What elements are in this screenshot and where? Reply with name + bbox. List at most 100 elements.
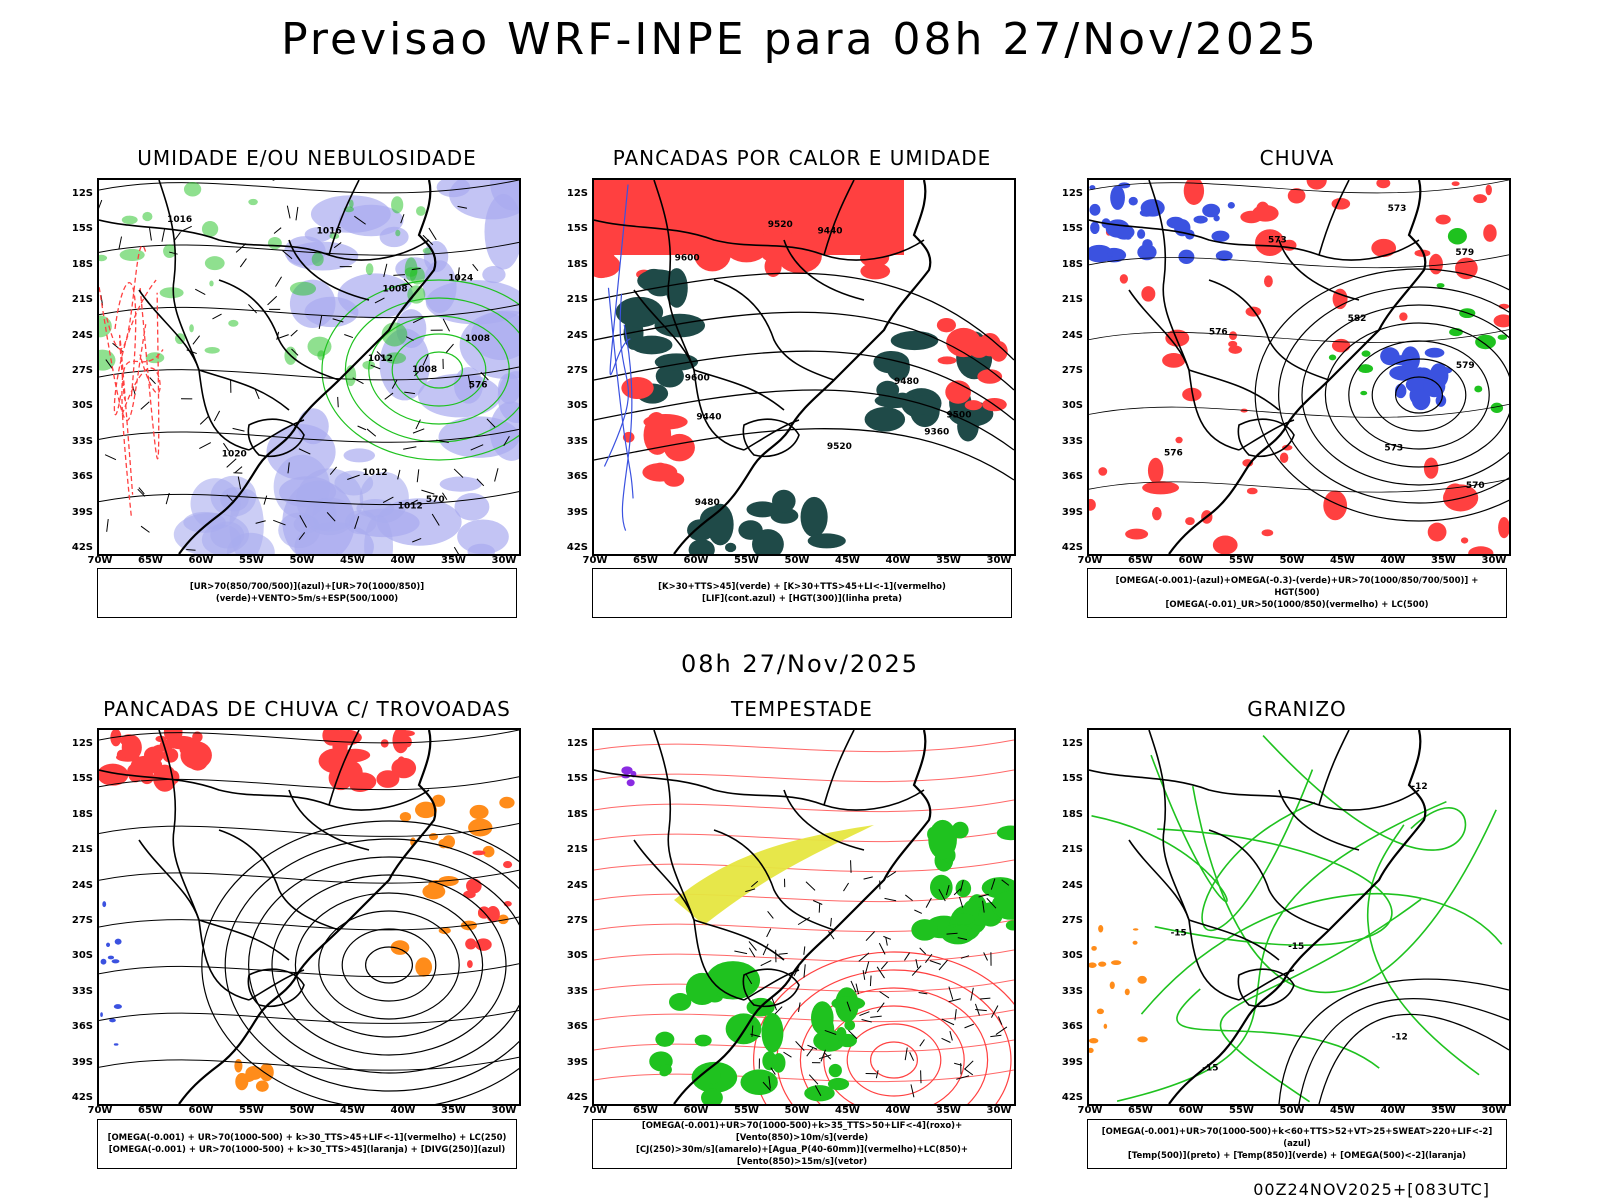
wind-vector [140,401,150,410]
wind-vector [850,860,852,873]
country-border [823,730,855,806]
rain-area [1246,487,1258,495]
wind-vector [295,206,299,221]
humid-area-green [189,324,194,333]
convective-area [688,539,715,554]
lat-label: 15S [1061,223,1083,235]
wind-vector [414,369,421,377]
wind-vector [878,942,886,955]
wind-vector [442,492,448,501]
lon-label: 55W [1229,555,1254,566]
lat-label: 18S [71,808,93,820]
lon-label: 60W [1178,1105,1204,1116]
wind-vector [884,897,897,902]
strong-wind-area [836,1027,847,1041]
rain-area-blue [1089,244,1113,263]
wind-vector [886,871,897,878]
wind-vector [770,1067,776,1075]
rain-area [1165,329,1190,347]
wind-vector [768,1076,771,1089]
wind-vector [149,228,152,241]
lat-label: 12S [1061,738,1083,749]
rain-area-blue [1430,366,1453,375]
wind-vector [960,879,964,892]
humid-area-green [248,198,258,206]
wind-vector [766,928,772,938]
country-border [158,730,200,921]
rain-area-blue [1389,365,1420,381]
contour-label: 1016 [167,215,192,225]
wind-vector [118,236,123,250]
lon-label: 45W [1330,555,1355,566]
wind-vector [762,943,769,956]
humid-area-green [228,319,239,327]
wind-vector [760,960,772,967]
wind-vector [254,388,260,400]
wind-vector [948,998,961,1003]
wind-vector [905,894,913,902]
convective-area [615,296,664,328]
wind-vector [745,888,756,893]
thickness-line [139,288,160,460]
wind-vector [267,295,278,306]
omega-area [1098,924,1104,933]
rain-area-green [1361,350,1371,357]
streamline [1301,304,1509,486]
humid-area-green [365,263,374,276]
rain-area [1306,180,1327,190]
country-border [198,369,290,411]
humid-area-green [391,196,404,214]
wind-vector [393,274,405,276]
country-border [783,239,865,301]
wind-vector [797,1002,801,1012]
wind-vector [978,893,989,898]
temp500-contour [1318,1013,1509,1104]
lifted-index-contour [607,287,634,499]
humidity-area [482,266,506,284]
country-border [288,239,370,301]
wind-vector [964,1023,975,1029]
wind-vector [453,468,464,478]
country-border [158,180,200,371]
strong-wind-area [831,996,866,1011]
rain-area [1371,238,1397,258]
lat-label: 27S [566,365,588,376]
rain-area-blue [1215,250,1233,262]
shower-area [422,883,446,900]
country-border [1238,969,1295,1001]
map-canvas: 9600 9500 9600 9520 9520 9480 9440 9440 9480 9360 [594,180,1014,554]
rain-area-blue [1137,229,1146,239]
flow-line [1089,180,1509,194]
lat-label: 33S [71,435,93,447]
wind-vector [255,520,266,524]
instability-area [977,369,1003,384]
streamline [415,351,464,389]
country-border [1278,789,1360,851]
panel-title-granizo: GRANIZO [1247,697,1347,721]
convective-area [772,489,796,513]
instability-area [663,433,695,462]
strong-wind-area [811,1001,834,1035]
streamline [248,856,519,1074]
rain-area-green [1490,402,1504,414]
omega-area [1091,945,1097,951]
humidity-area [459,310,519,380]
shower-area [399,812,412,822]
humidity-area [497,373,519,405]
temp850-contour [1219,898,1422,1103]
temp850-contour [1116,800,1447,1102]
contour-label: 1020 [222,449,247,459]
contour-label: 9480 [695,498,720,508]
country-border [1128,289,1240,451]
lat-label: 42S [71,542,93,553]
wind-vector [472,263,479,272]
thunderstorm-area [380,739,389,748]
lon-label: 30W [986,555,1012,566]
lon-label: 50W [1279,1105,1305,1116]
wind-vector [237,476,242,490]
lat-label: 30S [1061,400,1083,412]
lat-label: 39S [71,506,93,518]
strong-wind-area [701,1088,723,1104]
legend-umidade: [UR>70(850/700/500)](azul)+[UR>70(1000/8… [97,568,517,618]
wind-vector [846,1001,851,1012]
